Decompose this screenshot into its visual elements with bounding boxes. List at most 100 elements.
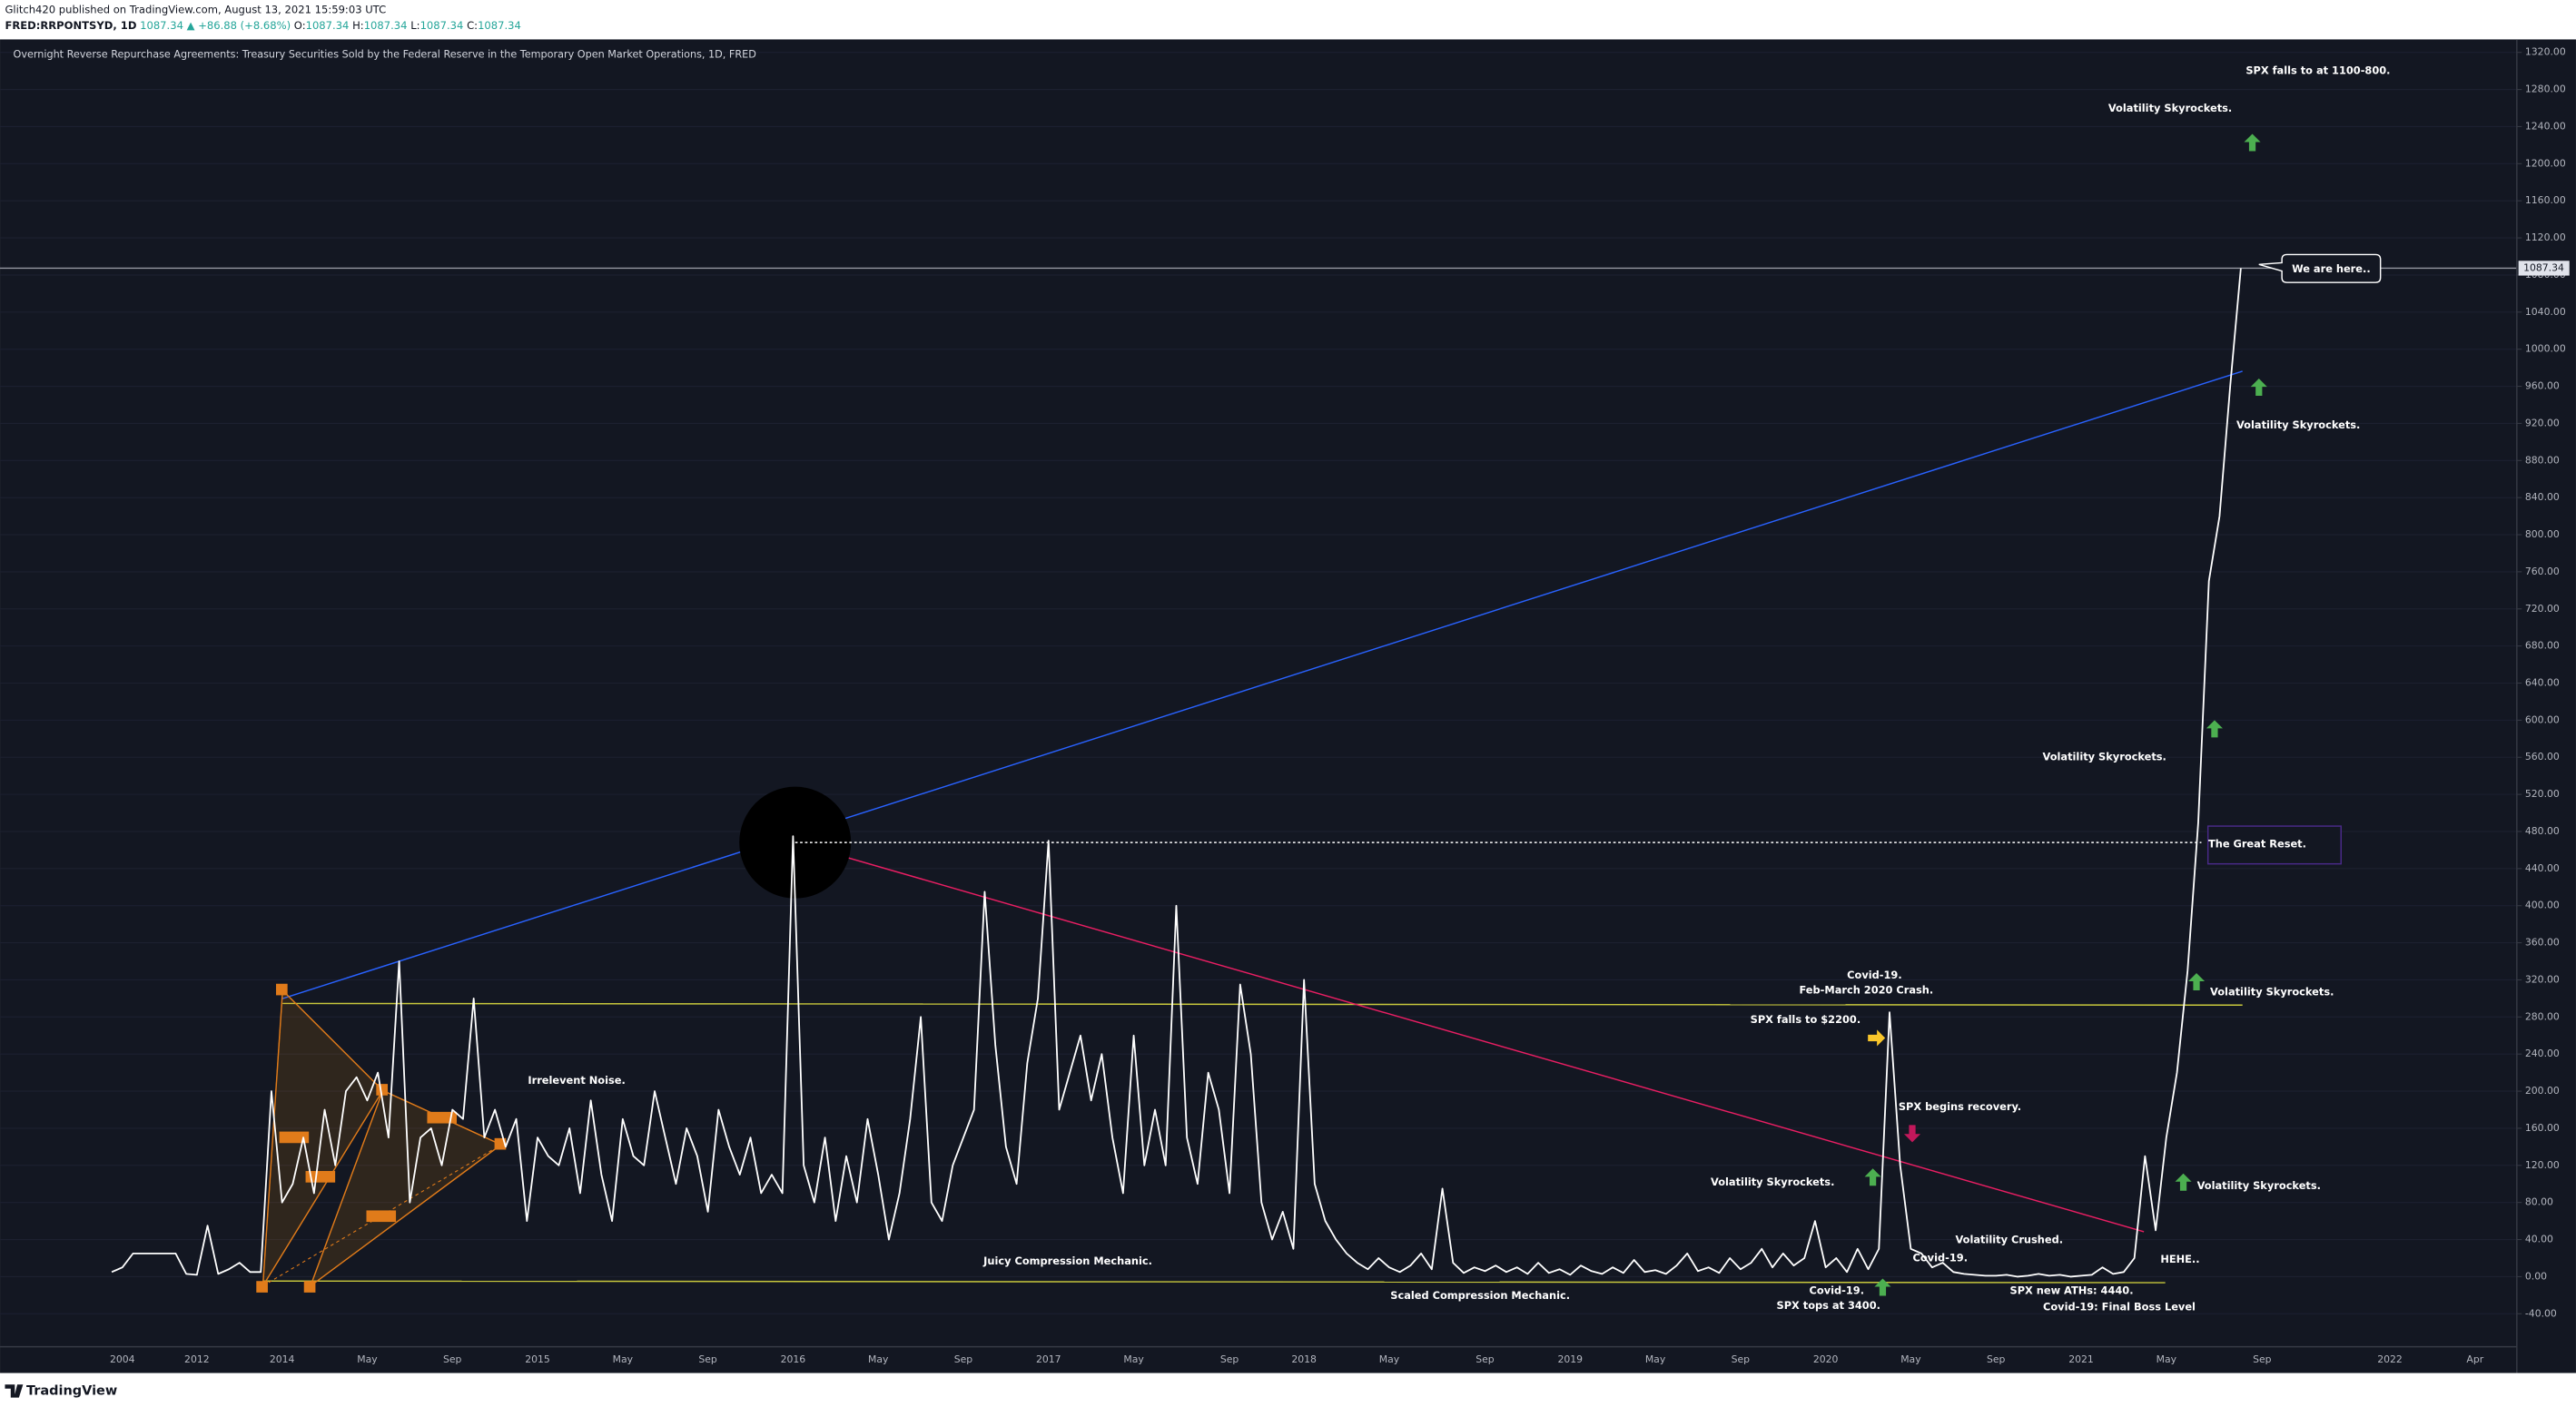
horizontal-line [282, 1002, 2243, 1006]
y-tick-label: 880.00 [2525, 454, 2560, 466]
x-tick-label: Sep [1220, 1353, 1239, 1365]
y-tick-label: 160.00 [2525, 1122, 2560, 1134]
y-tick-label: 280.00 [2525, 1010, 2560, 1022]
ohlc-key: O: [294, 19, 306, 32]
x-tick-label: May [868, 1353, 889, 1365]
y-tick-label: -40.00 [2525, 1307, 2557, 1319]
x-tick-label: May [1900, 1353, 1921, 1365]
labels: Overnight Reverse Repurchase Agreements:… [14, 46, 2570, 1365]
annotation: Volatility Crushed. [1955, 1233, 2063, 1245]
pattern-ratio-box [305, 1171, 336, 1183]
y-tick-label: 920.00 [2525, 417, 2560, 428]
y-tick-label: 1000.00 [2525, 343, 2566, 355]
annotation: Volatility Skyrockets. [2197, 1179, 2321, 1192]
pattern-point [376, 1084, 389, 1096]
annotation: Scaled Compression Mechanic. [1390, 1289, 1570, 1302]
last-price-label: 1087.34 [2523, 261, 2564, 273]
annotation: SPX falls to $2200. [1751, 1013, 1861, 1026]
y-tick-label: 440.00 [2525, 862, 2560, 874]
annotation: Volatility Skyrockets. [1711, 1176, 1834, 1188]
y-tick-label: 640.00 [2525, 677, 2560, 689]
annotation: Covid-19. [1810, 1284, 1865, 1297]
pattern-point [303, 1281, 316, 1293]
annotation: Juicy Compression Mechanic. [982, 1254, 1152, 1267]
pattern-ratio-box [366, 1210, 397, 1223]
annotation: SPX begins recovery. [1899, 1100, 2021, 1113]
change: ▲ +86.88 (+8.68%) [187, 19, 291, 32]
annotation: Covid-19. [1913, 1251, 1969, 1264]
x-tick-label: Sep [1732, 1353, 1751, 1365]
y-tick-label: 1320.00 [2525, 46, 2566, 58]
y-tick-label: 800.00 [2525, 528, 2560, 540]
x-tick-label: May [1123, 1353, 1144, 1365]
x-tick-label: 2022 [2377, 1353, 2403, 1365]
harmonic-pattern [262, 989, 384, 1287]
x-tick-label: May [1379, 1353, 1400, 1365]
y-tick-label: 480.00 [2525, 825, 2560, 837]
annotation: SPX falls to at 1100-800. [2245, 64, 2390, 76]
horizontal-line [262, 1280, 2166, 1284]
ohlc-value: 1087.34 [364, 19, 408, 32]
x-tick-label: 2014 [270, 1353, 295, 1365]
y-tick-label: 520.00 [2525, 788, 2560, 800]
chart-background [0, 39, 2576, 1373]
y-tick-label: 720.00 [2525, 603, 2560, 615]
ohlc-value: 1087.34 [420, 19, 464, 32]
x-tick-label: May [357, 1353, 378, 1365]
pattern-ratio-box [279, 1131, 310, 1144]
grid [0, 52, 2517, 1314]
x-tick-label: 2020 [1813, 1353, 1839, 1365]
annotation: Volatility Skyrockets. [2236, 418, 2360, 431]
x-tick-label: Sep [443, 1353, 462, 1365]
logo-mark [5, 1384, 24, 1398]
x-tick-label: Sep [1476, 1353, 1495, 1365]
y-tick-label: 320.00 [2525, 973, 2560, 985]
y-tick-label: 1120.00 [2525, 231, 2566, 243]
x-tick-label: Sep [1987, 1353, 2006, 1365]
pattern-point [256, 1281, 268, 1293]
y-tick-label: 1280.00 [2525, 84, 2566, 95]
trend-line [795, 841, 2145, 1233]
x-tick-label: 2016 [781, 1353, 806, 1365]
callout [2258, 253, 2382, 283]
annotation: Covid-19. [1847, 969, 1902, 981]
annotation: Irrelevent Noise. [528, 1074, 625, 1087]
x-tick-label: Apr [2466, 1353, 2483, 1365]
pattern-point [275, 983, 288, 996]
drawings [256, 133, 2382, 1296]
y-tick-label: 1200.00 [2525, 157, 2566, 169]
y-tick-label: 1040.00 [2525, 306, 2566, 318]
author-line: Glitch420 published on TradingView.com, … [5, 3, 386, 15]
y-tick-label: 560.00 [2525, 751, 2560, 763]
ohlc-value: 1087.34 [478, 19, 521, 32]
annotation: SPX tops at 3400. [1777, 1299, 1880, 1312]
pattern-ratio-box [427, 1111, 458, 1124]
y-tick-label: 840.00 [2525, 491, 2560, 503]
last-price: 1087.34 [140, 19, 183, 32]
y-tick-label: 360.00 [2525, 937, 2560, 949]
annotation: Feb-March 2020 Crash. [1799, 983, 1933, 996]
y-tick-label: 80.00 [2525, 1196, 2553, 1208]
x-tick-label: May [1645, 1353, 1666, 1365]
price-line [111, 268, 2242, 1278]
y-tick-label: 40.00 [2525, 1234, 2553, 1245]
quote-line: FRED:RRPONTSYD, 1D 1087.34 ▲ +86.88 (+8.… [5, 19, 520, 32]
y-tick-label: 120.00 [2525, 1159, 2560, 1171]
chart-title: Overnight Reverse Repurchase Agreements:… [14, 49, 756, 61]
x-tick-label: 2012 [184, 1353, 210, 1365]
annotation: Volatility Skyrockets. [2108, 102, 2232, 114]
last-price-box [2518, 261, 2570, 276]
y-tick-label: 760.00 [2525, 566, 2560, 577]
annotation: We are here.. [2292, 262, 2371, 275]
x-tick-label: 2018 [1291, 1353, 1317, 1365]
x-tick-label: Sep [954, 1353, 973, 1365]
annotation: HEHE.. [2160, 1253, 2199, 1265]
y-tick-label: 200.00 [2525, 1085, 2560, 1097]
x-tick-label: May [613, 1353, 634, 1365]
note-box [2206, 825, 2342, 865]
y-tick-label: 960.00 [2525, 380, 2560, 392]
annotation: Volatility Skyrockets. [2043, 751, 2166, 763]
series [111, 268, 2242, 1278]
